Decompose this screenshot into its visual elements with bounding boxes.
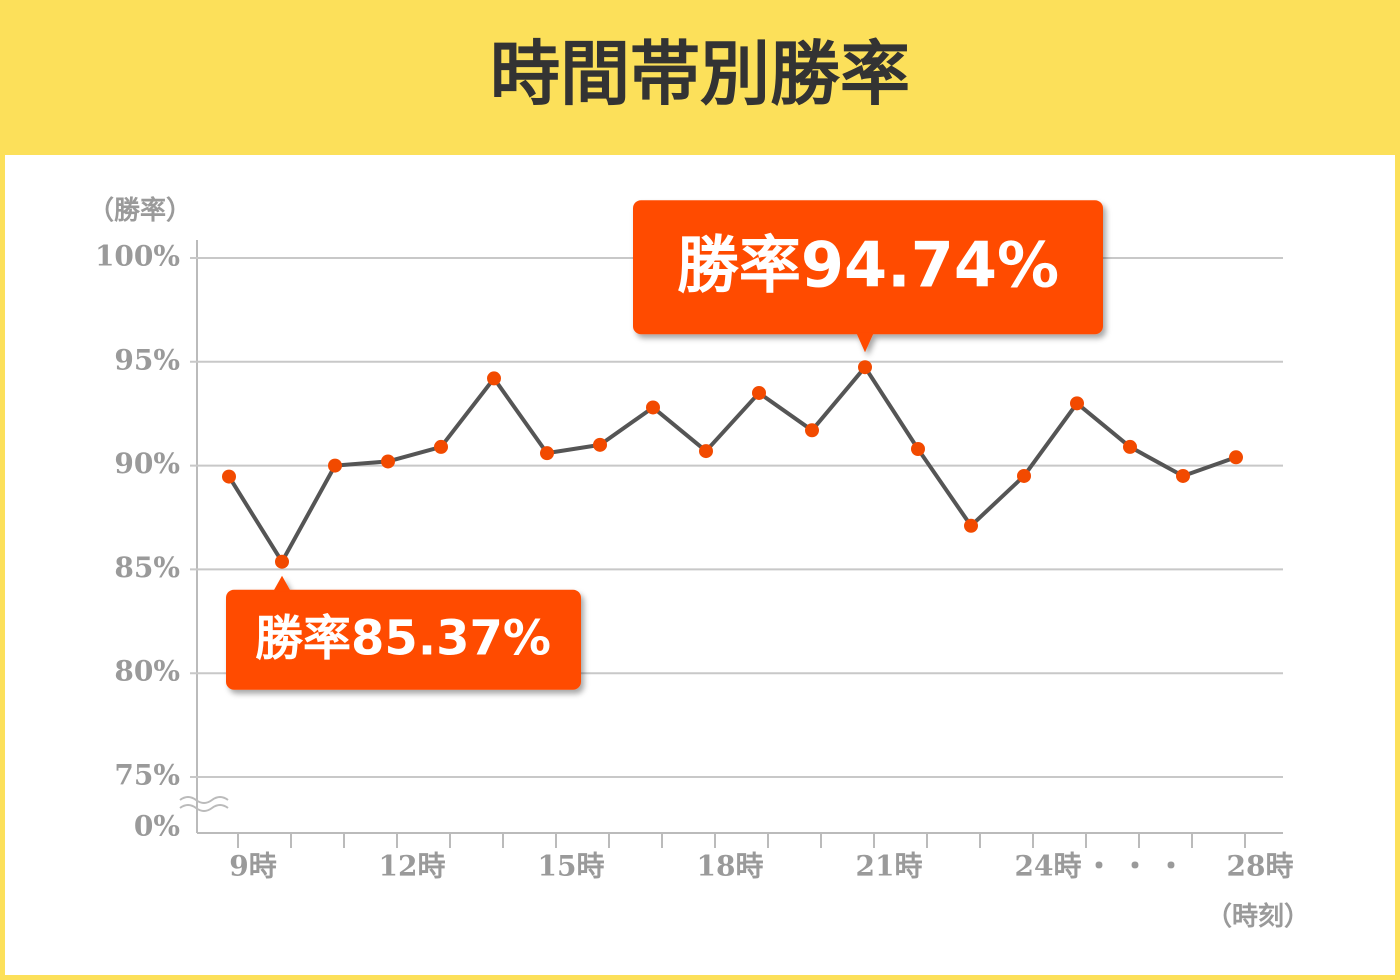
- point: [1229, 450, 1243, 465]
- callout-box: [226, 589, 581, 690]
- y-tick-label: 90%: [114, 447, 180, 480]
- point: [1123, 439, 1137, 454]
- callout-pointer: [273, 575, 291, 592]
- point: [593, 437, 607, 452]
- point: [1017, 468, 1031, 483]
- point: [1070, 396, 1084, 411]
- point: [434, 439, 448, 454]
- y-tick-label: 75%: [114, 759, 180, 792]
- point: [328, 458, 342, 473]
- point: [805, 423, 819, 438]
- x-tick-label: 21時: [856, 850, 923, 883]
- y-tick-label: 100%: [95, 240, 180, 273]
- point: [964, 518, 978, 533]
- point: [487, 371, 501, 386]
- chart-title: 時間帯別勝率: [490, 32, 910, 115]
- y-axis-label: （勝率）: [88, 195, 192, 226]
- point: [752, 385, 766, 400]
- x-tick-label: 28時: [1227, 850, 1294, 883]
- callout-pointer: [856, 332, 874, 353]
- point: [858, 360, 872, 375]
- point: [381, 454, 395, 469]
- callout: [226, 575, 581, 690]
- callout-text: 勝率94.74%: [677, 228, 1059, 301]
- point: [222, 469, 236, 484]
- y-tick-label: 80%: [114, 655, 180, 688]
- callout-text: 勝率85.37%: [255, 611, 551, 667]
- y-tick-label: 85%: [114, 551, 180, 584]
- callout: [633, 200, 1103, 353]
- point: [275, 554, 289, 569]
- axis-break: [179, 796, 229, 812]
- point: [911, 441, 925, 456]
- series-line: [227, 365, 1237, 564]
- x-tick-label: 12時: [379, 850, 446, 883]
- x-axis-label: （時刻）: [1206, 901, 1310, 932]
- x-tick-label: 24時: [1015, 850, 1082, 883]
- y-tick-label: 95%: [114, 343, 180, 376]
- x-tick-label: 15時: [538, 850, 605, 883]
- x-tick-label: 18時: [697, 850, 764, 883]
- point: [699, 444, 713, 459]
- x-ellipsis: ・・・: [1085, 850, 1193, 883]
- y-tick-label: 0%: [134, 810, 180, 843]
- point: [540, 446, 554, 461]
- x-tick-label: 9時: [229, 850, 276, 883]
- point: [1176, 468, 1190, 483]
- callout-box: [633, 200, 1103, 335]
- point: [646, 400, 660, 415]
